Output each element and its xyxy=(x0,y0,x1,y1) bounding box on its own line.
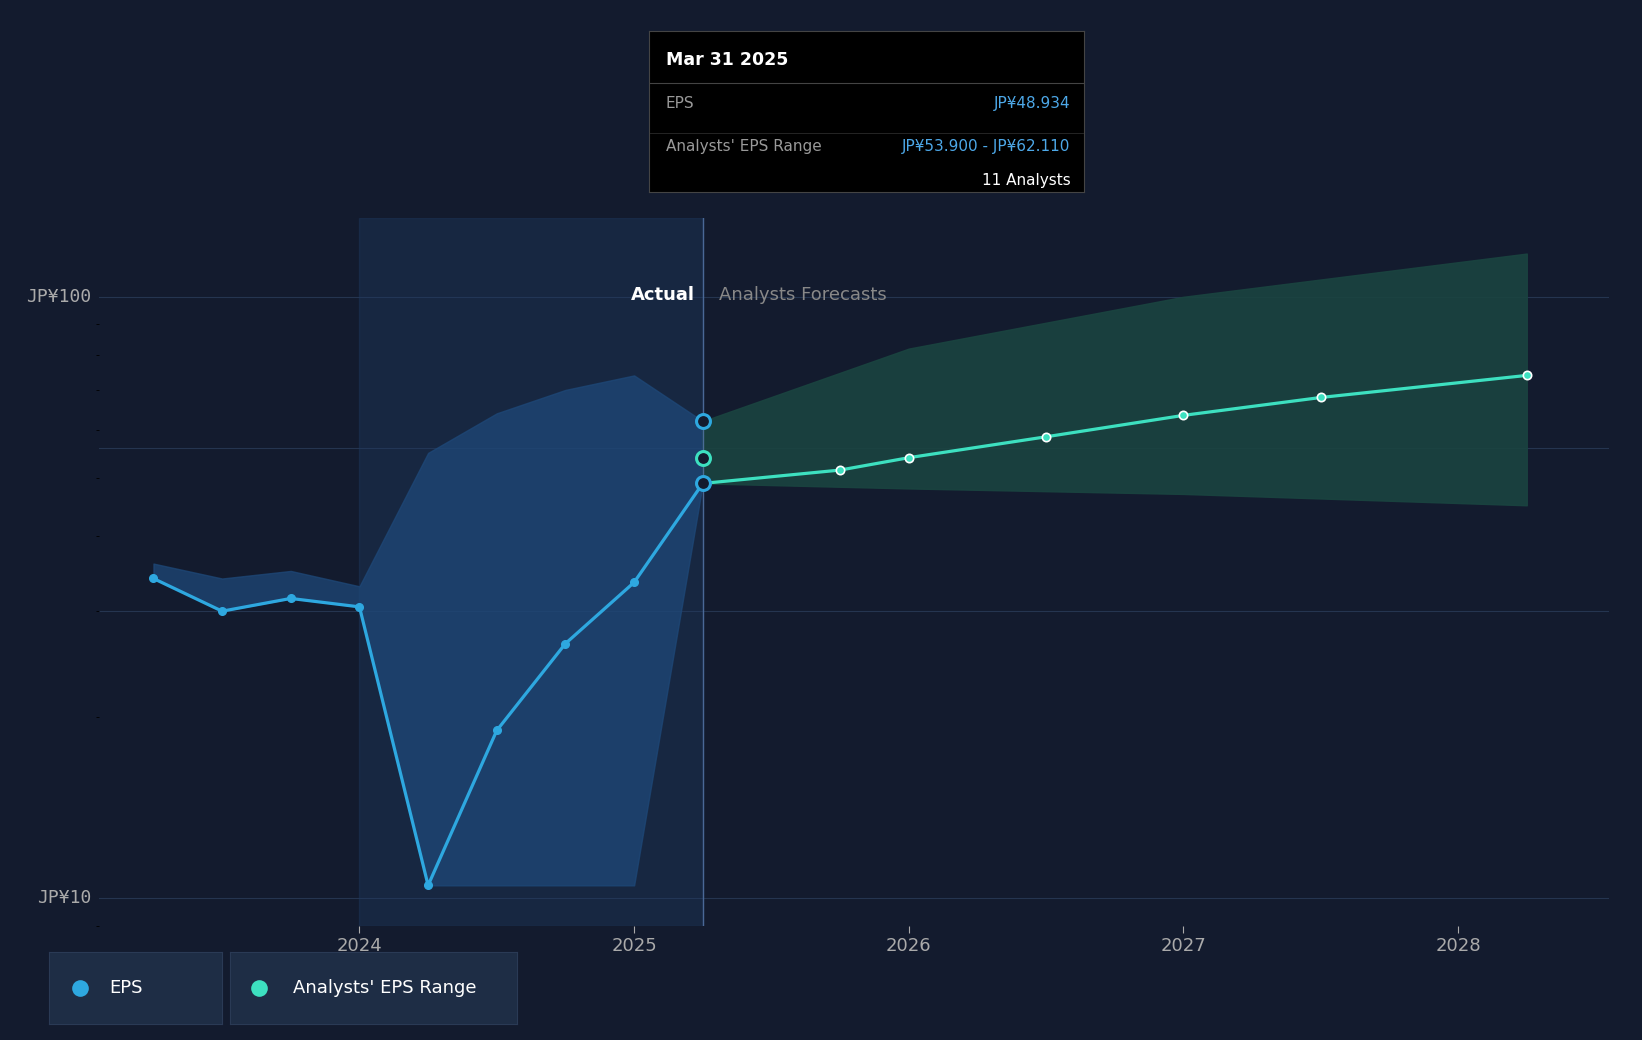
Text: Actual: Actual xyxy=(631,286,695,304)
Text: Mar 31 2025: Mar 31 2025 xyxy=(667,51,788,69)
Text: 11 Analysts: 11 Analysts xyxy=(982,173,1071,188)
Text: Analysts Forecasts: Analysts Forecasts xyxy=(719,286,887,304)
Bar xyxy=(360,218,703,926)
Text: EPS: EPS xyxy=(110,979,143,997)
Text: EPS: EPS xyxy=(667,96,695,110)
Text: JP¥53.900 - JP¥62.110: JP¥53.900 - JP¥62.110 xyxy=(903,139,1071,154)
Text: JP¥48.934: JP¥48.934 xyxy=(993,96,1071,110)
Text: JP¥10: JP¥10 xyxy=(36,889,90,907)
Text: Analysts' EPS Range: Analysts' EPS Range xyxy=(294,979,476,997)
Text: JP¥100: JP¥100 xyxy=(26,288,90,306)
Text: Analysts' EPS Range: Analysts' EPS Range xyxy=(667,139,821,154)
